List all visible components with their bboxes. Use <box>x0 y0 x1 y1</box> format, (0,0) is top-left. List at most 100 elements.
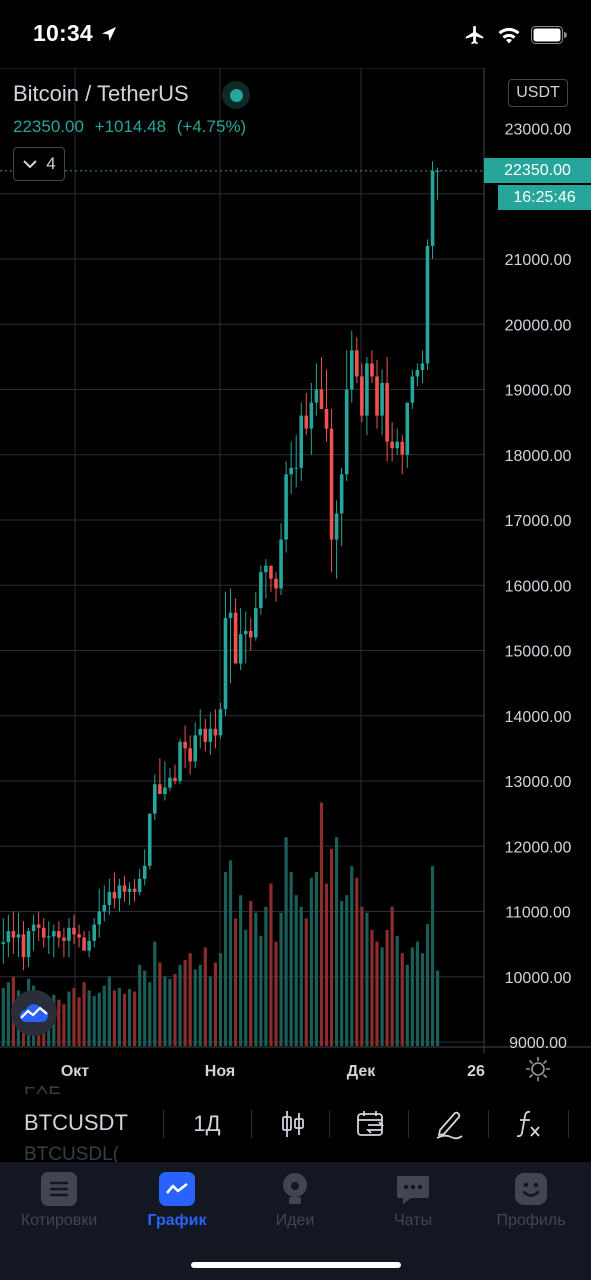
price-scale-label: 16000.00 <box>505 578 572 595</box>
candle <box>238 608 243 671</box>
drawing-tools-button[interactable] <box>422 1106 476 1142</box>
bar-countdown-tag: 16:25:46 <box>498 185 591 210</box>
chart-type-button[interactable] <box>266 1106 320 1142</box>
price-scale-label: 15000.00 <box>505 644 572 661</box>
tab-label: Чаты <box>393 1212 433 1229</box>
candle <box>203 719 208 752</box>
candle <box>223 591 228 716</box>
volume-bar <box>163 976 167 1046</box>
tab-chats[interactable]: Чаты <box>354 1170 472 1240</box>
price-change-pct: (+4.75%) <box>176 117 247 136</box>
candle <box>107 878 112 915</box>
candle <box>259 565 263 615</box>
candle <box>279 523 283 596</box>
function-fx-icon <box>516 1110 540 1138</box>
candle <box>208 712 213 755</box>
indicators-button[interactable] <box>502 1106 556 1142</box>
candle <box>117 878 122 912</box>
chart-toolbar: FXE BTCUSDT BTCUSDL( 1Д <box>0 1086 591 1162</box>
status-time: 10:34 <box>33 20 117 47</box>
current-price-tag: 22350.00 <box>484 158 591 183</box>
volume-bar <box>102 985 106 1046</box>
candle <box>102 885 107 922</box>
candle <box>405 402 410 468</box>
volume-bar <box>168 978 172 1046</box>
candle <box>324 369 329 442</box>
volume-bar <box>107 976 111 1046</box>
tab-chart[interactable]: График <box>118 1170 236 1240</box>
volume-bar <box>380 947 384 1046</box>
symbol-selector[interactable]: BTCUSDT <box>24 1110 128 1135</box>
price-scale-label: 14000.00 <box>505 709 572 726</box>
tradingview-logo[interactable] <box>11 990 57 1036</box>
candle <box>218 702 223 739</box>
candle <box>390 422 394 462</box>
volume-bar <box>254 912 258 1046</box>
chat-icon <box>395 1172 431 1206</box>
candles <box>1 161 440 971</box>
volume-bar <box>249 901 253 1046</box>
interval-selector[interactable]: 1Д <box>193 1111 221 1136</box>
candle <box>77 924 81 948</box>
status-icons <box>463 24 567 46</box>
candle <box>26 927 31 967</box>
toolbar-separator <box>251 1110 252 1138</box>
volume-bar <box>425 924 430 1046</box>
chart-settings-button[interactable] <box>523 1054 553 1084</box>
symbol-title: Bitcoin / TetherUS <box>13 81 189 106</box>
candle <box>193 722 197 768</box>
profile-icon <box>513 1172 549 1206</box>
volume-bar <box>62 1004 66 1046</box>
tab-label: Профиль <box>496 1212 566 1229</box>
candle <box>334 500 339 579</box>
candle <box>228 588 233 684</box>
volume-bar <box>77 997 81 1046</box>
candle <box>67 918 71 958</box>
volume-bar <box>289 872 293 1046</box>
candle <box>41 918 46 948</box>
tab-profile[interactable]: Профиль <box>472 1170 590 1240</box>
candlestick-icon <box>282 1111 304 1137</box>
volume-bar <box>264 906 268 1046</box>
time-scale-label: 26 <box>467 1063 485 1080</box>
candle <box>183 725 187 768</box>
list-icon <box>41 1172 77 1206</box>
candle <box>213 709 218 749</box>
candle <box>425 239 430 370</box>
volume-bar <box>304 918 308 1046</box>
battery-icon <box>531 26 567 44</box>
tab-label: Идеи <box>275 1212 315 1229</box>
candle <box>339 467 344 547</box>
tab-label: Котировки <box>20 1212 98 1229</box>
volume-bar <box>400 953 404 1046</box>
toolbar-separator <box>408 1110 409 1138</box>
volume-bar <box>355 877 359 1046</box>
tab-ideas[interactable]: Идеи <box>236 1170 354 1240</box>
volume-bar <box>314 872 318 1046</box>
volume-bar <box>269 883 273 1046</box>
bottom-tab-bar: Котировки График Идеи Чаты Профиль <box>0 1162 591 1280</box>
tab-quotes[interactable]: Котировки <box>0 1170 118 1240</box>
candle <box>72 914 76 945</box>
volume-bar <box>72 988 76 1046</box>
toolbar-separator <box>163 1110 164 1138</box>
volume-bar <box>345 895 349 1046</box>
replay-calendar-button[interactable] <box>344 1106 398 1142</box>
indicators-count: 4 <box>46 154 56 173</box>
volume-bar <box>436 970 440 1046</box>
volume-bar <box>153 941 157 1046</box>
volume-bar <box>395 935 399 1046</box>
candle <box>82 931 86 951</box>
price-scale-label: 10000.00 <box>505 970 572 987</box>
currency-button[interactable]: USDT <box>508 79 568 107</box>
candle <box>264 559 268 599</box>
candle <box>21 921 26 971</box>
candle <box>349 330 354 403</box>
market-open-indicator <box>222 81 250 109</box>
price-chart[interactable]: 23000.0022000.0021000.0020000.0019000.00… <box>0 68 591 1086</box>
price-scale: 23000.0022000.0021000.0020000.0019000.00… <box>505 122 572 1053</box>
volume-bar <box>203 947 207 1046</box>
candle <box>163 761 167 801</box>
candle <box>289 441 293 494</box>
indicators-collapse-button[interactable]: 4 <box>13 147 65 181</box>
